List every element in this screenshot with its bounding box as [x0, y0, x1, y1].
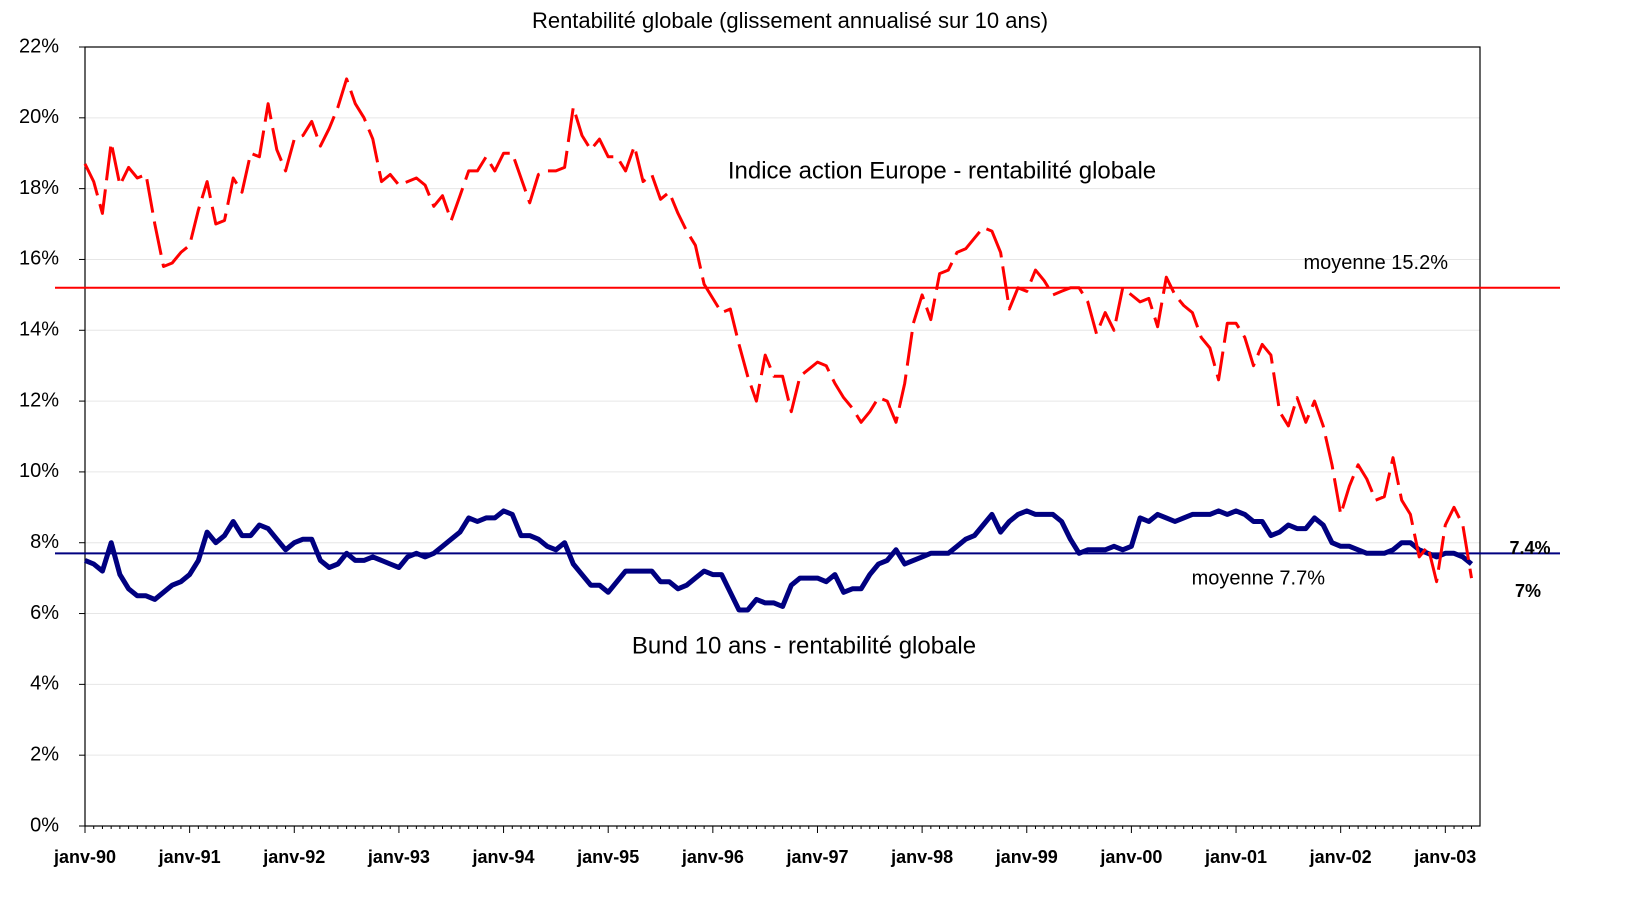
mean-label: moyenne 7.7%	[1192, 568, 1326, 590]
x-tick-label: janv-02	[1309, 847, 1372, 867]
y-tick-label: 16%	[19, 248, 59, 270]
y-tick-label: 14%	[19, 319, 59, 341]
y-tick-label: 18%	[19, 177, 59, 199]
series-annotation: Indice action Europe - rentabilité globa…	[728, 157, 1156, 184]
series-line	[84, 508, 1474, 613]
x-tick-label: janv-91	[158, 847, 221, 867]
series-annotation: Bund 10 ans - rentabilité globale	[632, 632, 976, 659]
series-line	[83, 77, 1473, 584]
x-tick-label: janv-99	[995, 847, 1058, 867]
x-tick-label: janv-96	[681, 847, 744, 867]
y-tick-label: 4%	[30, 673, 59, 695]
end-label: 7.4%	[1509, 538, 1550, 558]
chart-title: Rentabilité globale (glissement annualis…	[532, 8, 1048, 33]
x-tick-label: janv-97	[785, 847, 848, 867]
y-tick-label: 8%	[30, 531, 59, 553]
x-tick-label: janv-03	[1413, 847, 1476, 867]
end-label: 7%	[1515, 581, 1541, 601]
x-tick-label: janv-93	[367, 847, 430, 867]
x-tick-label: janv-92	[262, 847, 325, 867]
mean-label: moyenne 15.2%	[1303, 252, 1448, 274]
x-tick-label: janv-00	[1099, 847, 1162, 867]
y-tick-label: 6%	[30, 602, 59, 624]
x-tick-label: janv-01	[1204, 847, 1267, 867]
y-tick-label: 10%	[19, 460, 59, 482]
x-tick-label: janv-94	[472, 847, 535, 867]
y-tick-label: 0%	[30, 814, 59, 836]
x-tick-label: janv-98	[890, 847, 953, 867]
x-tick-label: janv-90	[53, 847, 116, 867]
y-tick-label: 22%	[19, 35, 59, 57]
y-tick-label: 12%	[19, 389, 59, 411]
y-tick-label: 20%	[19, 106, 59, 128]
y-tick-label: 2%	[30, 743, 59, 765]
x-tick-label: janv-95	[576, 847, 639, 867]
